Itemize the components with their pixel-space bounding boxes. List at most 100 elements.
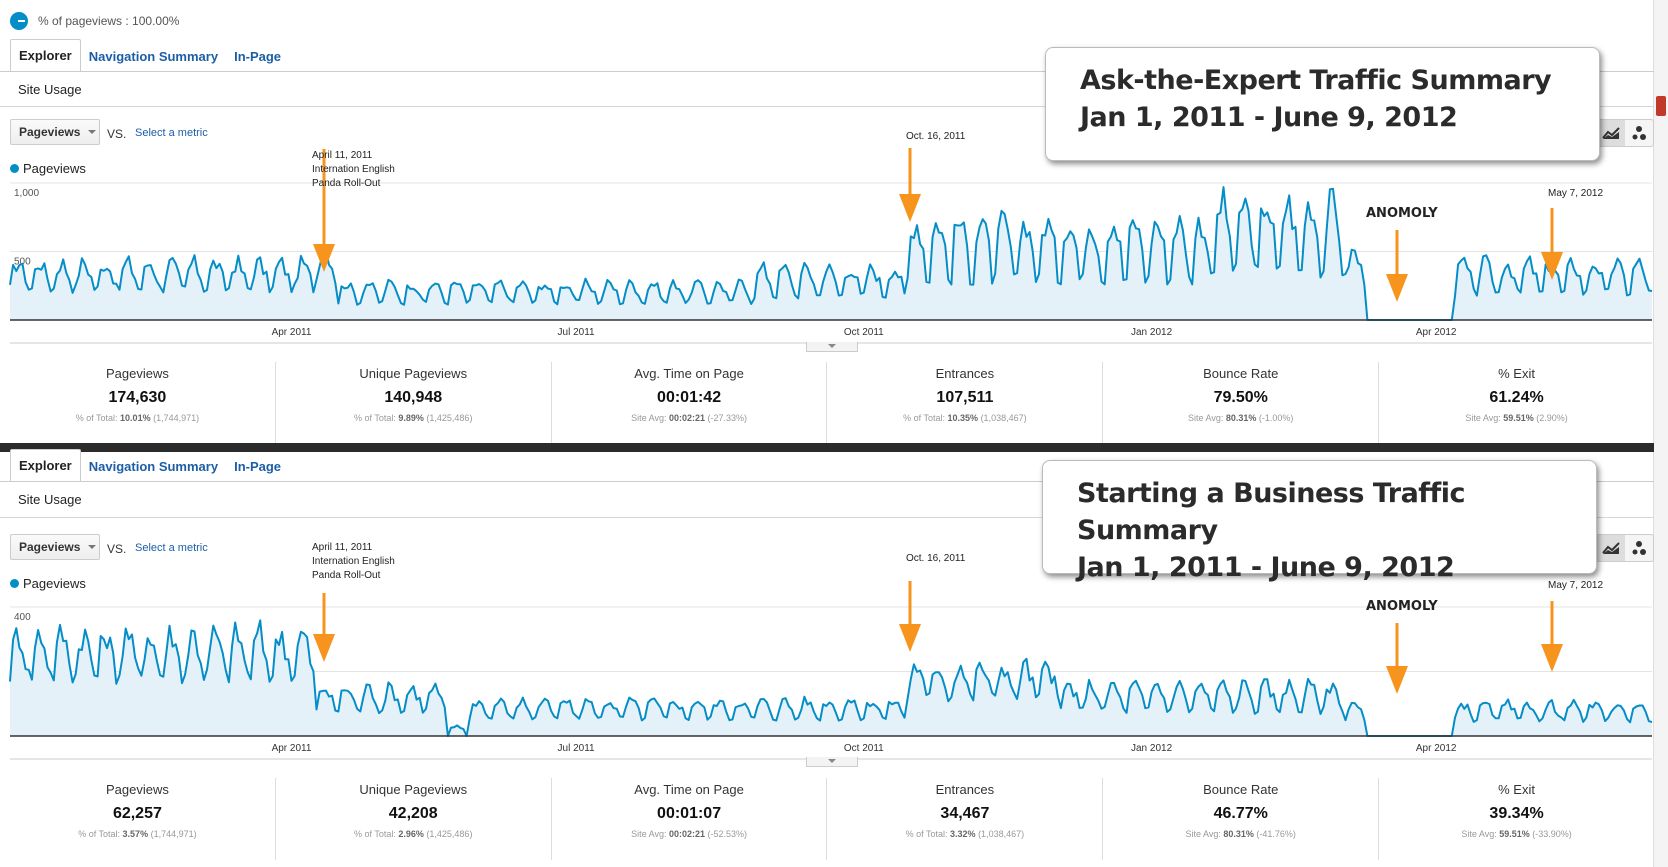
callout-date-range: Jan 1, 2011 - June 9, 2012	[1077, 552, 1455, 583]
motion-chart-button[interactable]	[1625, 535, 1653, 561]
motion-chart-button[interactable]	[1625, 120, 1653, 146]
comparison-total: (-41.76%)	[1253, 829, 1296, 839]
y-tick-label: 500	[14, 257, 31, 268]
metric-label: % Exit	[1498, 366, 1535, 381]
x-tick-label: Jan 2012	[1131, 743, 1173, 754]
metric-comparison: % of Total: 9.89% (1,425,486)	[276, 413, 551, 423]
tabs-underline	[0, 481, 1654, 482]
metric-comparison: % of Total: 3.32% (1,038,467)	[827, 829, 1102, 839]
starting-a-business-section: Explorer Navigation Summary In-Page Site…	[0, 449, 1654, 867]
comparison-value: 59.51%	[1503, 413, 1534, 423]
x-tick-label: Apr 2011	[272, 743, 312, 754]
tab-explorer[interactable]: Explorer	[10, 39, 81, 72]
metric-select[interactable]: Pageviews	[10, 119, 100, 145]
metric-value: 174,630	[108, 389, 167, 406]
comparison-total: (2.90%)	[1533, 413, 1568, 423]
pct-text: % of pageviews : 100.00%	[38, 14, 180, 28]
comparison-value: 80.31%	[1223, 829, 1254, 839]
metric-select[interactable]: Pageviews	[10, 534, 100, 560]
tab-in-page[interactable]: In-Page	[234, 459, 282, 474]
bubble-chart-icon	[1632, 541, 1646, 555]
comparison-value: 2.96%	[398, 829, 424, 839]
comparison-prefix: Site Avg:	[1185, 829, 1224, 839]
comparison-value: 59.51%	[1499, 829, 1530, 839]
annotation-arrow-anom	[1386, 623, 1408, 694]
line-chart-button[interactable]	[1597, 535, 1625, 561]
annotation-may: May 7, 2012	[1548, 580, 1604, 591]
comparison-total: (1,038,467)	[978, 413, 1027, 423]
annotation-arrow-anom	[1386, 230, 1408, 302]
scrollbar[interactable]	[1653, 0, 1668, 867]
series-area	[10, 187, 1652, 320]
section-divider	[0, 443, 1654, 452]
metric-label: Bounce Rate	[1203, 782, 1279, 797]
metric-value: 00:01:07	[657, 805, 722, 822]
annotation-arrow-oct	[899, 581, 921, 652]
comparison-value: 9.89%	[398, 413, 424, 423]
comparison-total: (-27.33%)	[705, 413, 748, 423]
metric-comparison: % of Total: 3.57% (1,744,971)	[0, 829, 275, 839]
comparison-prefix: Site Avg:	[1188, 413, 1226, 423]
comparison-prefix: % of Total:	[78, 829, 123, 839]
toolbar-divider	[0, 517, 1654, 518]
annotation-panda: April 11, 2011 Internation English Panda…	[312, 149, 395, 191]
comparison-prefix: % of Total:	[354, 413, 399, 423]
y-tick-label: 400	[14, 612, 31, 623]
annotation-oct: Oct. 16, 2011	[906, 131, 966, 142]
ask-the-expert-section: Explorer Navigation Summary In-Page Site…	[0, 0, 1654, 444]
metric-comparison: % of Total: 10.35% (1,038,467)	[827, 413, 1102, 423]
metrics-scorecard: Pageviews 174,630 % of Total: 10.01% (1,…	[0, 362, 1654, 444]
annotation-anomaly: ANOMOLY	[1366, 599, 1438, 614]
comparison-total: (-52.53%)	[705, 829, 748, 839]
comparison-total: (-1.00%)	[1256, 413, 1294, 423]
metric-label: Avg. Time on Page	[634, 366, 744, 381]
metric-value: 34,467	[940, 805, 990, 822]
comparison-total: (-33.90%)	[1529, 829, 1572, 839]
chart-expander-handle[interactable]	[806, 342, 858, 352]
metric-label: Pageviews	[105, 782, 169, 797]
select-a-metric-link[interactable]: Select a metric	[135, 542, 208, 554]
comparison-prefix: % of Total:	[354, 829, 399, 839]
pageviews-chart[interactable]: 1,000 500 Apr 2011 Jul 2011 Oct 2011 Jan 2012…	[0, 0, 1654, 345]
x-tick-label: Jul 2011	[558, 327, 596, 338]
metric-select-value: Pageviews	[19, 540, 81, 554]
annotation-arrow-panda	[313, 593, 335, 662]
line-chart-button[interactable]	[1597, 120, 1625, 146]
metric-label: Pageviews	[105, 366, 169, 381]
vs-label: VS.	[107, 542, 127, 556]
traffic-summary-callout: Ask-the-Expert Traffic Summary Jan 1, 20…	[1045, 47, 1600, 161]
tab-navigation-summary[interactable]: Navigation Summary	[88, 49, 219, 64]
x-tick-label: Jan 2012	[1131, 327, 1173, 338]
tabs-underline	[0, 71, 1654, 72]
chevron-down-icon	[88, 130, 97, 134]
annotation-panda-line1: April 11, 2011	[312, 150, 373, 161]
metric-label: Entrances	[935, 782, 995, 797]
comparison-total: (1,038,467)	[975, 829, 1025, 839]
legend-dot	[10, 579, 19, 588]
tab-navigation-summary[interactable]: Navigation Summary	[88, 459, 219, 474]
metric-select-value: Pageviews	[19, 125, 81, 139]
x-tick-label: Oct 2011	[844, 743, 884, 754]
chart-legend: Pageviews	[10, 576, 86, 591]
tab-in-page[interactable]: In-Page	[234, 49, 282, 64]
chevron-down-icon	[88, 545, 97, 549]
comparison-total: (1,425,486)	[423, 413, 473, 423]
chart-expander-handle[interactable]	[806, 757, 858, 767]
metric-comparison: Site Avg: 00:02:21 (-27.33%)	[552, 413, 827, 423]
comparison-value: 00:02:21	[668, 413, 705, 423]
metric-comparison: Site Avg: 59.51% (2.90%)	[1379, 413, 1654, 423]
scrollbar-thumb[interactable]	[1656, 96, 1666, 116]
chart-type-toggle	[1596, 534, 1654, 562]
metric-pageviews: Pageviews 174,630 % of Total: 10.01% (1,…	[0, 362, 276, 444]
metric-unique-pageviews: Unique Pageviews 140,948 % of Total: 9.8…	[276, 362, 552, 444]
metric-value: 79.50%	[1213, 389, 1268, 406]
metric-value: 140,948	[384, 389, 443, 406]
select-a-metric-link[interactable]: Select a metric	[135, 127, 208, 139]
subtab-site-usage[interactable]: Site Usage	[18, 492, 82, 507]
line-chart-icon	[1602, 542, 1620, 554]
x-tick-label: Jul 2011	[558, 743, 596, 754]
metric-comparison: Site Avg: 80.31% (-41.76%)	[1103, 829, 1378, 839]
subtab-site-usage[interactable]: Site Usage	[18, 82, 82, 97]
metric-bounce-rate: Bounce Rate 46.77% Site Avg: 80.31% (-41…	[1103, 778, 1380, 860]
